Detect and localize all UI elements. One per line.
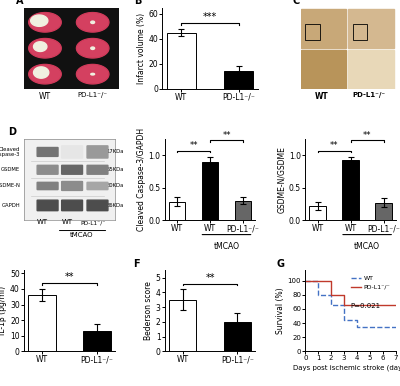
Bar — [301, 9, 346, 48]
Bar — [83, 331, 111, 351]
Y-axis label: Bederson score: Bederson score — [144, 281, 153, 340]
Bar — [28, 295, 56, 351]
Polygon shape — [29, 64, 61, 84]
Text: PD-L1⁻/⁻: PD-L1⁻/⁻ — [78, 92, 108, 98]
FancyBboxPatch shape — [62, 146, 82, 158]
FancyBboxPatch shape — [62, 165, 82, 174]
Y-axis label: Cleaved Caspase-3/GAPDH: Cleaved Caspase-3/GAPDH — [136, 128, 146, 231]
Polygon shape — [31, 15, 48, 26]
Bar — [167, 33, 196, 89]
Bar — [353, 24, 367, 40]
X-axis label: Days post ischemic stroke (days): Days post ischemic stroke (days) — [293, 364, 400, 371]
Text: C: C — [293, 0, 300, 6]
Text: tMCAO: tMCAO — [70, 232, 94, 238]
Bar — [342, 160, 359, 220]
Bar — [235, 201, 251, 220]
Text: tMCAO: tMCAO — [214, 242, 240, 251]
Text: WT: WT — [36, 219, 48, 225]
Text: G: G — [276, 259, 284, 269]
Polygon shape — [91, 73, 94, 75]
Text: WT: WT — [315, 92, 328, 101]
Bar — [305, 24, 320, 40]
Polygon shape — [91, 47, 94, 49]
Text: 55KDa: 55KDa — [106, 167, 124, 172]
Polygon shape — [34, 67, 49, 78]
Text: ***: *** — [203, 12, 217, 22]
Bar — [224, 322, 251, 351]
Polygon shape — [29, 13, 61, 32]
Polygon shape — [76, 64, 109, 84]
Text: Cleaved
Caspase-3: Cleaved Caspase-3 — [0, 147, 20, 157]
FancyBboxPatch shape — [37, 165, 58, 174]
Polygon shape — [34, 42, 47, 51]
Text: B: B — [134, 0, 141, 6]
Bar — [202, 162, 218, 220]
Bar — [169, 202, 185, 220]
Text: GAPDH: GAPDH — [2, 203, 20, 208]
Bar — [375, 203, 392, 220]
FancyBboxPatch shape — [37, 200, 58, 211]
Bar — [224, 71, 253, 89]
Y-axis label: IL-1β (pg/ml): IL-1β (pg/ml) — [0, 286, 7, 335]
Text: **: ** — [330, 141, 338, 151]
Text: **: ** — [222, 131, 231, 140]
Bar — [301, 50, 346, 89]
Legend: WT, PD-L1⁻/⁻: WT, PD-L1⁻/⁻ — [349, 273, 393, 292]
Text: **: ** — [189, 141, 198, 151]
FancyBboxPatch shape — [87, 200, 108, 211]
Polygon shape — [91, 21, 94, 24]
FancyBboxPatch shape — [62, 181, 82, 190]
Text: **: ** — [363, 131, 371, 140]
FancyBboxPatch shape — [37, 147, 58, 156]
Text: 17KDa: 17KDa — [106, 149, 124, 154]
Text: PD-L1⁻/⁻: PD-L1⁻/⁻ — [80, 220, 106, 225]
Text: P=0.021: P=0.021 — [351, 303, 381, 308]
Text: GSDME: GSDME — [1, 167, 20, 172]
FancyBboxPatch shape — [87, 165, 108, 174]
FancyBboxPatch shape — [87, 182, 108, 190]
FancyBboxPatch shape — [87, 146, 108, 158]
Bar — [348, 50, 394, 89]
Text: PD-L1⁻/⁻: PD-L1⁻/⁻ — [353, 92, 386, 98]
Text: **: ** — [65, 273, 74, 283]
Bar — [169, 300, 196, 351]
Text: GSDME-N: GSDME-N — [0, 183, 20, 188]
Bar — [348, 9, 394, 48]
Bar — [309, 206, 326, 220]
Y-axis label: GSDME-N/GSDME: GSDME-N/GSDME — [277, 146, 286, 213]
Text: 30KDa: 30KDa — [106, 183, 124, 188]
Polygon shape — [76, 13, 109, 32]
Text: WT: WT — [62, 219, 73, 225]
Polygon shape — [76, 39, 109, 58]
FancyBboxPatch shape — [37, 182, 58, 190]
Y-axis label: Survival (%): Survival (%) — [276, 288, 285, 334]
Text: WT: WT — [39, 92, 51, 101]
Y-axis label: Infarct volume (%): Infarct volume (%) — [137, 13, 146, 84]
FancyBboxPatch shape — [62, 200, 82, 211]
Text: 36KDa: 36KDa — [106, 203, 124, 208]
Text: A: A — [16, 0, 24, 6]
Text: F: F — [133, 259, 140, 269]
Text: **: ** — [205, 273, 215, 283]
Text: tMCAO: tMCAO — [354, 242, 380, 251]
Text: D: D — [8, 127, 16, 137]
Polygon shape — [29, 39, 61, 58]
